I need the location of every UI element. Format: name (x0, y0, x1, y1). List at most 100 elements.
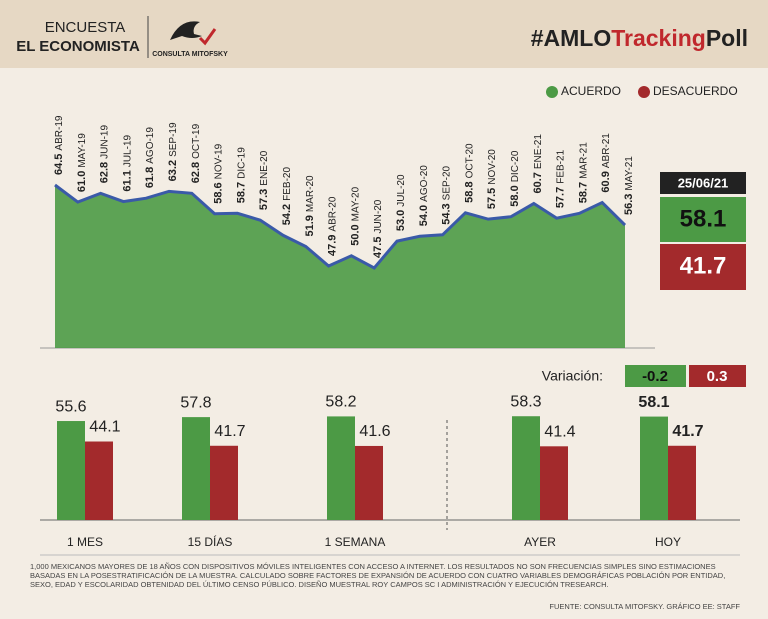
point-month: ENE-20 (259, 150, 270, 185)
point-label: 61.8 AGO-19 (144, 127, 156, 189)
current-desacuerdo-box (660, 244, 746, 290)
point-label: 51.9 MAR-20 (304, 175, 316, 237)
point-value: 57.5 (486, 188, 498, 209)
acuerdo-area (55, 185, 625, 348)
hashtag-highlight: Tracking (611, 25, 706, 51)
point-value: 64.5 (53, 154, 65, 175)
bar-label: 41.4 (544, 424, 575, 441)
point-label: 47.9 ABR-20 (327, 196, 339, 256)
point-value: 57.7 (555, 187, 567, 208)
point-month: JUL-20 (396, 174, 407, 207)
point-month: ABR-19 (54, 115, 65, 150)
point-month: OCT-19 (190, 123, 201, 158)
point-month: ENE-21 (532, 134, 543, 169)
x-tick-label: 1 SEMANA (325, 535, 386, 549)
point-month: MAR-21 (578, 142, 589, 179)
point-value: 63.2 (167, 160, 179, 181)
point-value: 47.9 (327, 235, 339, 256)
point-month: OCT-20 (464, 143, 475, 178)
point-month: JUN-19 (99, 125, 110, 159)
point-month: NOV-19 (213, 143, 224, 179)
point-value: 60.7 (532, 172, 544, 193)
point-month: NOV-20 (487, 149, 498, 185)
point-label: 54.2 FEB-20 (281, 167, 293, 226)
hashtag-prefix: #AMLO (531, 25, 612, 51)
bar (540, 446, 568, 520)
legend-label: ACUERDO (561, 84, 621, 98)
footnote-box: 1,000 MEXICANOS MAYORES DE 18 AÑOS CON D… (30, 562, 725, 589)
source: FUENTE: CONSULTA MITOFSKY. GRÁFICO EE: S… (549, 602, 740, 611)
variation-label: Variación: (542, 368, 603, 384)
point-label: 57.5 NOV-20 (486, 149, 498, 209)
point-label: 58.7 MAR-21 (577, 142, 589, 204)
acuerdo-line (54, 183, 627, 270)
point-label: 60.7 ENE-21 (532, 134, 544, 194)
x-tick-label: HOY (655, 535, 681, 549)
point-month: ABR-20 (327, 196, 338, 231)
point-value: 61.8 (144, 167, 156, 188)
point-value: 47.5 (372, 237, 384, 258)
legend-label: DESACUERDO (653, 84, 738, 98)
point-month: JUL-19 (122, 134, 133, 167)
logo-text: CONSULTA MITOFSKY (152, 51, 228, 58)
bar-label: 55.6 (55, 398, 86, 415)
bar (668, 445, 696, 520)
point-label: 61.1 JUL-19 (121, 134, 133, 191)
bar-label: 41.7 (672, 423, 703, 440)
bar (512, 416, 540, 520)
legend-dot (638, 86, 650, 98)
point-month: ABR-21 (601, 133, 612, 168)
point-month: SEP-20 (441, 165, 452, 200)
point-label: 57.7 FEB-21 (555, 149, 567, 208)
variation-desacuerdo-box (689, 365, 746, 387)
point-label: 62.8 OCT-19 (190, 123, 202, 183)
point-value: 62.8 (99, 162, 111, 183)
point-value: 61.0 (76, 171, 88, 192)
header-bar (0, 0, 768, 68)
point-label: 58.7 DIC-19 (235, 147, 247, 204)
variation-acuerdo-box (625, 365, 686, 387)
bar-label: 58.2 (325, 394, 356, 411)
point-label: 56.3 MAY-21 (623, 156, 635, 215)
date-box (660, 172, 746, 194)
logo-check (198, 28, 217, 46)
point-value: 57.3 (258, 189, 270, 210)
point-month: SEP-19 (168, 122, 179, 157)
point-label: 58.6 NOV-19 (213, 143, 225, 203)
point-value: 61.1 (121, 170, 133, 191)
point-label: 60.9 ABR-21 (600, 133, 612, 193)
hashtag: #AMLOTrackingPoll (531, 25, 748, 51)
bar (355, 445, 383, 520)
point-value: 54.0 (418, 205, 430, 226)
x-tick-label: AYER (524, 535, 556, 549)
bar-label: 58.1 (638, 394, 669, 411)
point-value: 58.7 (235, 182, 247, 203)
point-month: MAY-19 (76, 133, 87, 168)
bar-label: 58.3 (510, 393, 541, 410)
point-value: 56.3 (623, 194, 635, 215)
point-label: 63.2 SEP-19 (167, 122, 179, 181)
variation-acuerdo: -0.2 (642, 368, 668, 385)
point-label: 54.0 AGO-20 (418, 165, 430, 227)
point-value: 51.9 (304, 215, 316, 236)
header-bottom: EL ECONOMISTA (16, 38, 140, 55)
bar-label: 41.6 (359, 423, 390, 440)
point-label: 58.0 DIC-20 (509, 150, 521, 207)
point-month: AGO-19 (145, 127, 156, 164)
current-desacuerdo: 41.7 (680, 252, 727, 279)
current-acuerdo-box (660, 197, 746, 242)
point-label: 50.0 MAY-20 (349, 186, 361, 245)
point-label: 64.5 ABR-19 (53, 115, 65, 175)
legend-dot (546, 86, 558, 98)
point-value: 58.7 (577, 182, 589, 203)
point-label: 53.0 JUL-20 (395, 174, 407, 231)
point-label: 54.3 SEP-20 (441, 165, 453, 224)
point-value: 58.8 (463, 181, 475, 202)
point-label: 62.8 JUN-19 (99, 125, 111, 184)
x-tick-label: 1 MES (67, 535, 103, 549)
bar-label: 57.8 (180, 394, 211, 411)
point-value: 58.0 (509, 185, 521, 206)
bar-label: 41.7 (214, 423, 245, 440)
point-label: 61.0 MAY-19 (76, 133, 88, 192)
bar (640, 416, 668, 520)
